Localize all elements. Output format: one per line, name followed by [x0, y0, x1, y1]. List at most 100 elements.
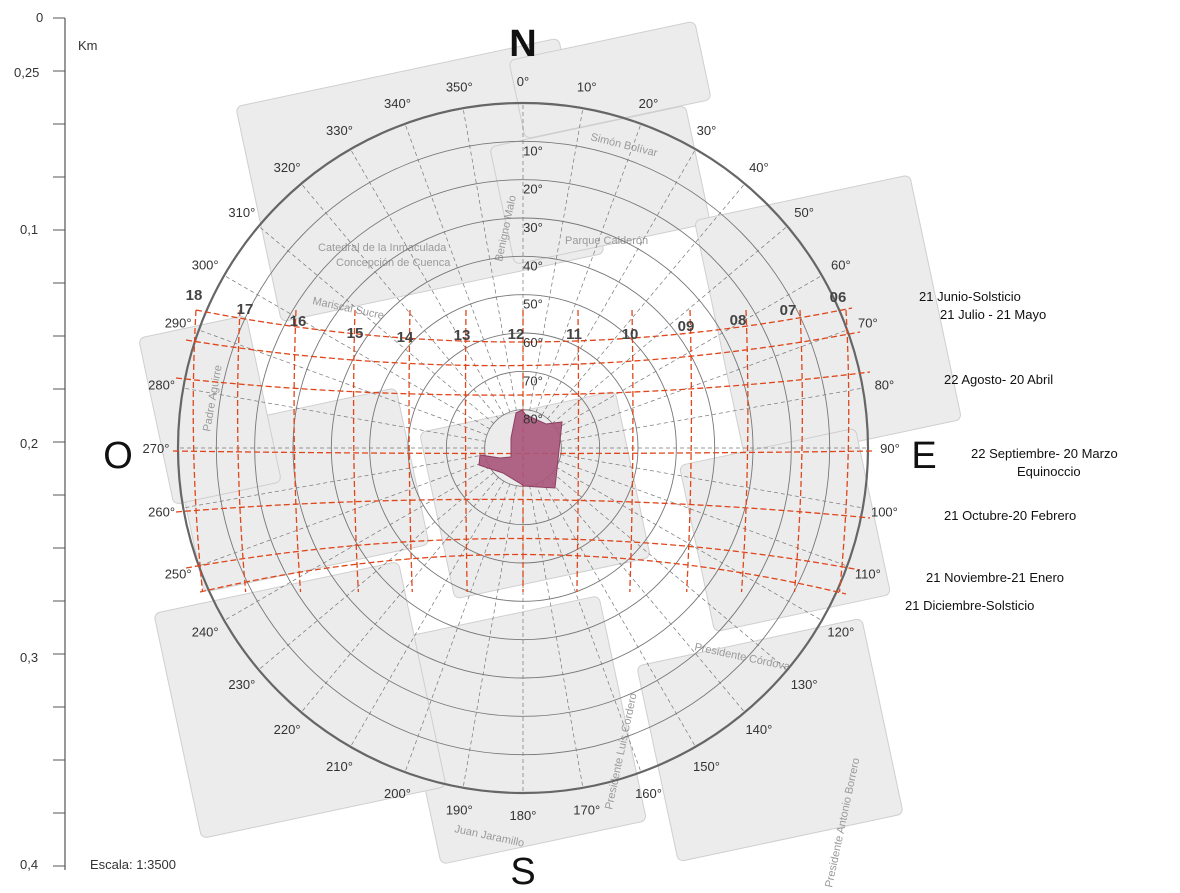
date-label: 21 Noviembre-21 Enero — [926, 570, 1064, 585]
date-label: 22 Agosto- 20 Abril — [944, 372, 1053, 387]
city-block — [154, 562, 446, 838]
azimuth-line — [350, 149, 505, 416]
cardinal-east: E — [911, 435, 936, 477]
azimuth-label: 300° — [192, 258, 219, 273]
scale-tick-label: 0,3 — [20, 650, 38, 665]
azimuth-label: 80° — [875, 377, 895, 392]
horizon-circle — [176, 101, 870, 795]
azimuth-label: 200° — [384, 786, 411, 801]
scale-bar — [53, 17, 66, 870]
place-catedral: Catedral de la Inmaculada — [318, 242, 447, 254]
building-footprint — [478, 409, 563, 489]
azimuth-line — [560, 387, 863, 442]
date-label: 21 Julio - 21 Mayo — [940, 307, 1046, 322]
hour-label: 16 — [290, 313, 307, 330]
cardinal-north: N — [509, 23, 536, 65]
hour-label: 18 — [186, 287, 203, 304]
altitude-label: 60° — [523, 335, 543, 350]
azimuth-line — [258, 225, 495, 424]
azimuth-label: 330° — [326, 123, 353, 138]
azimuth-line — [551, 472, 788, 671]
azimuth-line — [224, 275, 491, 430]
azimuth-line — [300, 476, 499, 713]
city-blocks — [139, 21, 961, 864]
azimuth-label: 170° — [573, 802, 600, 817]
azimuth-line — [404, 123, 511, 413]
date-label: 21 Junio-Solsticio — [919, 289, 1021, 304]
hour-label: 12 — [508, 326, 525, 343]
azimuth-label: 270° — [143, 441, 170, 456]
azimuth-label: 70° — [858, 315, 878, 330]
azimuth-label: 280° — [148, 377, 175, 392]
altitude-label: 20° — [523, 182, 543, 197]
azimuth-label: 230° — [228, 677, 255, 692]
hour-label: 10 — [622, 326, 639, 343]
azimuth-label: 140° — [745, 722, 772, 737]
altitude-label: 80° — [523, 412, 543, 427]
sun-hour-curve — [464, 309, 468, 593]
azimuth-label: 50° — [794, 205, 814, 220]
azimuth-line — [558, 329, 848, 436]
azimuth-label: 340° — [384, 96, 411, 111]
azimuth-label: 10° — [577, 80, 597, 95]
azimuth-label: 320° — [274, 160, 301, 175]
sun-path-curves — [172, 307, 874, 595]
azimuth-label: 240° — [192, 625, 219, 640]
azimuth-line — [183, 387, 486, 442]
sun-hour-curve — [740, 309, 749, 593]
altitude-label: 70° — [523, 373, 543, 388]
azimuth-label: 190° — [446, 802, 473, 817]
scale-tick-label: 0,4 — [20, 857, 38, 872]
hour-label: 06 — [830, 289, 847, 306]
altitude-label: 10° — [523, 143, 543, 158]
sun-hour-curve — [192, 309, 204, 593]
azimuth-line — [541, 480, 696, 747]
sun-hour-curve — [352, 309, 360, 593]
azimuth-line — [547, 183, 746, 420]
date-label: 21 Diciembre-Solsticio — [905, 598, 1034, 613]
azimuth-line — [555, 466, 822, 621]
place-parque-calderon: Parque Calderón — [565, 235, 648, 247]
altitude-label: 40° — [523, 258, 543, 273]
date-label: Equinoccio — [1017, 464, 1081, 479]
sun-hour-curve — [686, 309, 693, 593]
azimuth-line — [350, 480, 505, 747]
azimuth-label: 120° — [827, 625, 854, 640]
azimuth-label: 40° — [749, 160, 769, 175]
scale-unit: Km — [78, 38, 98, 53]
city-block — [490, 106, 710, 264]
date-label: 21 Octubre-20 Febrero — [944, 508, 1076, 523]
azimuth-labels: 0° 10°20°30°40°50°60°70°80°90°100°110°120… — [143, 74, 900, 823]
azimuth-label: 90° — [880, 441, 900, 456]
cardinal-west: O — [103, 435, 133, 477]
azimuth-line — [183, 454, 486, 509]
altitude-circle — [254, 179, 792, 717]
sun-hour-curve — [629, 309, 634, 593]
azimuth-label: 310° — [228, 205, 255, 220]
date-label: 22 Septiembre- 20 Marzo — [971, 446, 1118, 461]
azimuth-line — [529, 108, 584, 411]
altitude-label: 50° — [523, 297, 543, 312]
altitude-labels: 10° 20° 30° 40° 50° 60° 70° 80° — [523, 143, 543, 426]
scale-tick-label: 0 — [36, 10, 43, 25]
sun-date-curve — [172, 450, 874, 455]
sun-hour-curve — [838, 309, 850, 593]
azimuth-line — [558, 460, 848, 567]
hour-label: 14 — [397, 329, 414, 346]
hour-label: 08 — [730, 312, 747, 329]
azimuth-label: 100° — [871, 505, 898, 520]
azimuth-label: 130° — [791, 677, 818, 692]
city-block — [139, 316, 281, 504]
azimuth-label: 0° — [517, 74, 529, 89]
azimuth-line — [462, 108, 517, 411]
azimuth-line — [300, 183, 499, 420]
azimuth-label: 60° — [831, 258, 851, 273]
azimuth-line — [555, 275, 822, 430]
azimuth-line — [529, 485, 584, 788]
azimuth-label: 210° — [326, 759, 353, 774]
azimuth-label: 110° — [855, 567, 881, 582]
azimuth-label: 180° — [510, 808, 537, 823]
azimuth-line — [551, 225, 788, 424]
cardinal-south: S — [510, 851, 535, 888]
